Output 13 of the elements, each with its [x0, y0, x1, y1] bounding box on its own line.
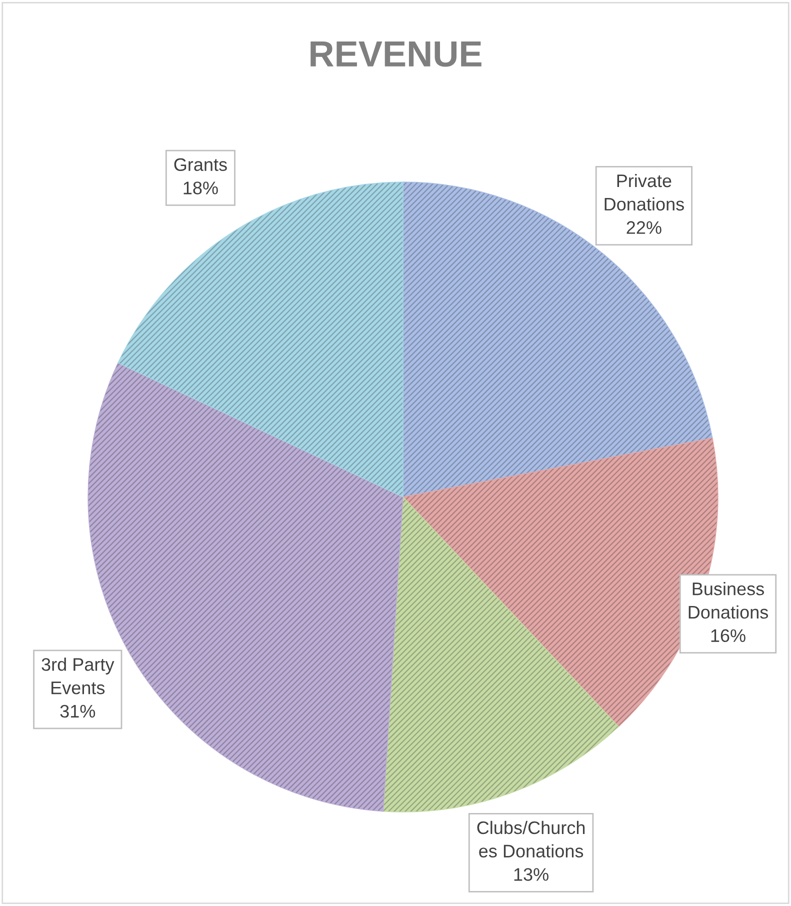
slice-label: Grants	[174, 158, 227, 172]
slice-label: Business Donations	[688, 582, 768, 619]
data-label: 22%	[626, 221, 662, 234]
pie-slice	[118, 182, 404, 498]
slice-label: Clubs/Church es Donations	[477, 820, 585, 858]
slice-label: 3rd Party Events	[42, 658, 114, 694]
data-label: 31%	[60, 704, 96, 718]
slice-label: Private Donations	[604, 174, 684, 211]
data-label: 18%	[184, 182, 218, 194]
data-label: 13%	[514, 868, 548, 881]
chart-title: REVENUE	[310, 41, 482, 67]
pie-slice	[382, 496, 619, 812]
data-label: 16%	[711, 629, 746, 642]
